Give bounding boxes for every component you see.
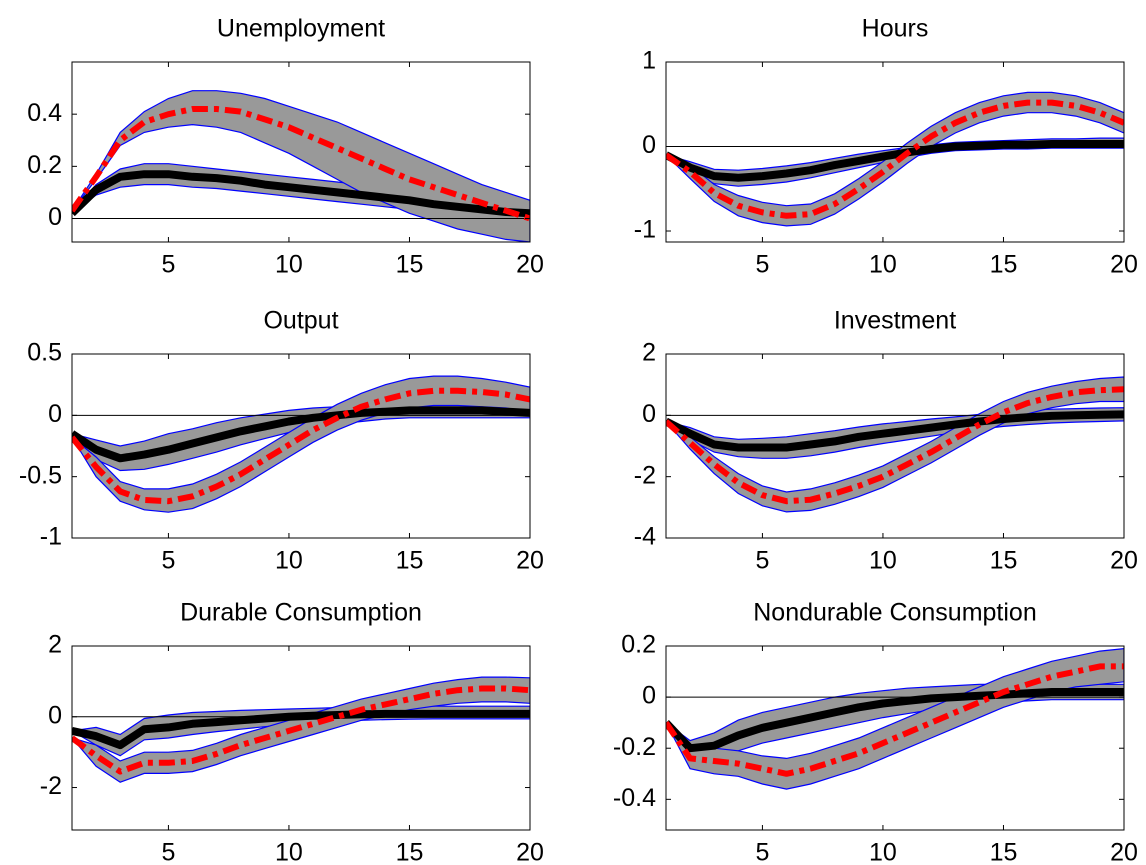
x-tick-label: 10 <box>275 251 303 279</box>
y-tick-label: -1 <box>634 216 656 244</box>
x-tick-label: 5 <box>755 547 769 575</box>
y-tick-label: -0.2 <box>613 733 656 761</box>
axes-box <box>665 61 1125 243</box>
x-tick-label: 10 <box>275 839 303 865</box>
y-tick-label: 0 <box>642 131 656 159</box>
response-line <box>72 387 530 505</box>
axes-box <box>71 61 531 243</box>
y-tick-label: -4 <box>634 523 656 551</box>
y-tick-label: -0.5 <box>19 461 62 489</box>
x-tick-label: 5 <box>755 839 769 865</box>
y-tick-label: 0 <box>642 682 656 710</box>
y-tick-label: 0 <box>642 400 656 428</box>
axes-box <box>71 645 531 831</box>
x-tick-label: 20 <box>1110 547 1138 575</box>
x-tick-label: 15 <box>990 251 1018 279</box>
response-line <box>666 140 1124 182</box>
x-tick-label: 5 <box>161 839 175 865</box>
y-tick-label: 0.2 <box>621 631 656 659</box>
x-tick-label: 10 <box>869 251 897 279</box>
axes-box <box>665 353 1125 539</box>
response-line <box>666 663 1124 777</box>
x-tick-label: 10 <box>869 547 897 575</box>
y-tick-label: -1 <box>40 523 62 551</box>
x-tick-label: 15 <box>990 839 1018 865</box>
y-tick-label: 0 <box>48 400 62 428</box>
panel-title: Investment <box>834 307 956 335</box>
x-tick-label: 5 <box>755 251 769 279</box>
x-tick-label: 10 <box>869 839 897 865</box>
confidence-band <box>72 375 530 513</box>
x-tick-label: 20 <box>516 251 544 279</box>
response-line <box>666 386 1124 505</box>
y-tick-label: -2 <box>40 772 62 800</box>
x-tick-label: 20 <box>1110 251 1138 279</box>
confidence-band <box>666 647 1124 790</box>
confidence-band <box>72 402 530 472</box>
panel-title: Unemployment <box>217 15 385 43</box>
panel-title: Nondurable Consumption <box>753 599 1037 627</box>
panel-title: Output <box>263 307 338 335</box>
y-tick-label: 2 <box>48 631 62 659</box>
response-line <box>666 99 1124 219</box>
axes-box <box>71 353 531 539</box>
y-tick-label: 1 <box>642 47 656 75</box>
confidence-band <box>72 705 530 757</box>
y-tick-label: -0.4 <box>613 784 656 812</box>
x-tick-label: 10 <box>275 547 303 575</box>
response-line <box>72 685 530 775</box>
confidence-band <box>666 91 1124 227</box>
x-tick-label: 20 <box>516 547 544 575</box>
response-line <box>666 688 1124 753</box>
y-tick-label: 0 <box>48 203 62 231</box>
response-line <box>666 410 1124 452</box>
x-tick-label: 5 <box>161 547 175 575</box>
response-line <box>72 170 530 218</box>
panel-title: Hours <box>862 15 929 43</box>
axes-box <box>665 645 1125 831</box>
y-tick-label: -2 <box>634 461 656 489</box>
x-tick-label: 15 <box>396 251 424 279</box>
x-tick-label: 5 <box>161 251 175 279</box>
response-line <box>72 406 530 463</box>
response-line <box>72 106 530 222</box>
x-tick-label: 15 <box>396 839 424 865</box>
x-tick-label: 20 <box>1110 839 1138 865</box>
x-tick-label: 20 <box>516 839 544 865</box>
y-tick-label: 0.5 <box>27 339 62 367</box>
x-tick-label: 15 <box>990 547 1018 575</box>
y-tick-label: 0.4 <box>27 99 62 127</box>
panel-title: Durable Consumption <box>180 599 422 627</box>
y-tick-label: 2 <box>642 339 656 367</box>
y-tick-label: 0.2 <box>27 151 62 179</box>
response-line <box>72 709 530 750</box>
x-tick-label: 15 <box>396 547 424 575</box>
y-tick-label: 0 <box>48 701 62 729</box>
